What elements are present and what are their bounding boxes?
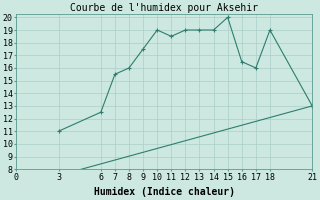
X-axis label: Humidex (Indice chaleur): Humidex (Indice chaleur) xyxy=(94,187,235,197)
Title: Courbe de l'humidex pour Aksehir: Courbe de l'humidex pour Aksehir xyxy=(70,3,258,13)
